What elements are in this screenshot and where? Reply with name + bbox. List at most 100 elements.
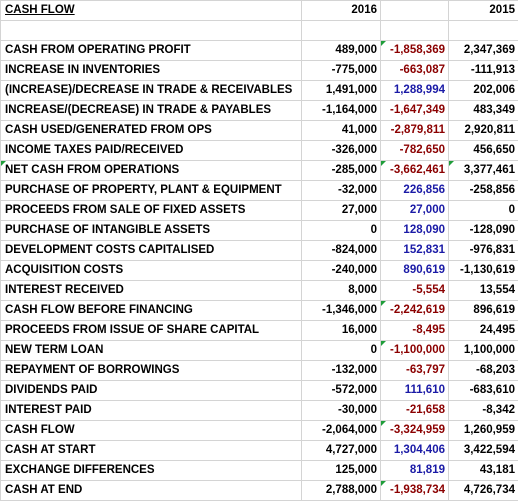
change-cell[interactable]: -2,242,619 (380, 300, 449, 321)
value-2016-cell[interactable]: -1,346,000 (301, 300, 381, 321)
empty-cell[interactable] (0, 20, 302, 41)
value-2015-cell[interactable]: -258,856 (448, 180, 518, 201)
row-label-cell[interactable]: INCREASE/(DECREASE) IN TRADE & PAYABLES (0, 100, 302, 121)
change-cell[interactable]: 81,819 (380, 460, 449, 481)
row-label-cell[interactable]: CASH FLOW BEFORE FINANCING (0, 300, 302, 321)
row-label-cell[interactable]: PROCEEDS FROM SALE OF FIXED ASSETS (0, 200, 302, 221)
change-cell[interactable]: -1,100,000 (380, 340, 449, 361)
row-label-cell[interactable]: DEVELOPMENT COSTS CAPITALISED (0, 240, 302, 261)
change-cell[interactable]: -21,658 (380, 400, 449, 421)
value-2015-cell[interactable]: 896,619 (448, 300, 518, 321)
value-2015-cell[interactable]: -128,090 (448, 220, 518, 241)
change-cell[interactable]: -8,495 (380, 320, 449, 341)
value-2015-cell[interactable]: 24,495 (448, 320, 518, 341)
row-label-cell[interactable]: ACQUISITION COSTS (0, 260, 302, 281)
empty-cell[interactable] (448, 20, 518, 41)
change-cell[interactable]: 1,288,994 (380, 80, 449, 101)
value-2016-cell[interactable]: 8,000 (301, 280, 381, 301)
change-cell[interactable]: 27,000 (380, 200, 449, 221)
change-cell[interactable]: -1,938,734 (380, 480, 449, 501)
value-2016-cell[interactable]: 1,491,000 (301, 80, 381, 101)
value-2016-cell[interactable]: 16,000 (301, 320, 381, 341)
value-2015-cell[interactable]: 13,554 (448, 280, 518, 301)
change-cell[interactable]: 226,856 (380, 180, 449, 201)
column-header-change[interactable] (380, 0, 449, 21)
change-cell[interactable]: -63,797 (380, 360, 449, 381)
value-2016-cell[interactable]: -1,164,000 (301, 100, 381, 121)
row-label-cell[interactable]: CASH FLOW (0, 420, 302, 441)
row-label-cell[interactable]: (INCREASE)/DECREASE IN TRADE & RECEIVABL… (0, 80, 302, 101)
value-2016-cell[interactable]: -32,000 (301, 180, 381, 201)
value-2015-cell[interactable]: 1,100,000 (448, 340, 518, 361)
value-2015-cell[interactable]: 3,422,594 (448, 440, 518, 461)
change-cell[interactable]: -1,647,349 (380, 100, 449, 121)
value-2016-cell[interactable]: 0 (301, 340, 381, 361)
value-2016-cell[interactable]: 2,788,000 (301, 480, 381, 501)
value-2015-cell[interactable]: 0 (448, 200, 518, 221)
row-label-cell[interactable]: INTEREST RECEIVED (0, 280, 302, 301)
row-label-cell[interactable]: NET CASH FROM OPERATIONS (0, 160, 302, 181)
value-2015-cell[interactable]: 2,347,369 (448, 40, 518, 61)
value-2016-cell[interactable]: -132,000 (301, 360, 381, 381)
change-cell[interactable]: -663,087 (380, 60, 449, 81)
row-label-cell[interactable]: REPAYMENT OF BORROWINGS (0, 360, 302, 381)
change-cell[interactable]: -3,662,461 (380, 160, 449, 181)
column-header-2015[interactable]: 2015 (448, 0, 518, 21)
empty-cell[interactable] (301, 20, 381, 41)
value-2016-cell[interactable]: -572,000 (301, 380, 381, 401)
sheet-title[interactable]: CASH FLOW (0, 0, 302, 21)
change-cell[interactable]: 111,610 (380, 380, 449, 401)
value-2015-cell[interactable]: 1,260,959 (448, 420, 518, 441)
row-label-cell[interactable]: NEW TERM LOAN (0, 340, 302, 361)
row-label-cell[interactable]: EXCHANGE DIFFERENCES (0, 460, 302, 481)
value-2016-cell[interactable]: 489,000 (301, 40, 381, 61)
change-cell[interactable]: 152,831 (380, 240, 449, 261)
value-2015-cell[interactable]: -1,130,619 (448, 260, 518, 281)
change-cell[interactable]: -2,879,811 (380, 120, 449, 141)
value-2015-cell[interactable]: -111,913 (448, 60, 518, 81)
value-2015-cell[interactable]: -683,610 (448, 380, 518, 401)
value-2015-cell[interactable]: 3,377,461 (448, 160, 518, 181)
value-2015-cell[interactable]: 43,181 (448, 460, 518, 481)
value-2015-cell[interactable]: 483,349 (448, 100, 518, 121)
value-2015-cell[interactable]: 4,726,734 (448, 480, 518, 501)
row-label-cell[interactable]: DIVIDENDS PAID (0, 380, 302, 401)
change-cell[interactable]: 890,619 (380, 260, 449, 281)
row-label-cell[interactable]: CASH AT END (0, 480, 302, 501)
row-label-cell[interactable]: INCREASE IN INVENTORIES (0, 60, 302, 81)
value-2016-cell[interactable]: 4,727,000 (301, 440, 381, 461)
value-2016-cell[interactable]: -285,000 (301, 160, 381, 181)
change-cell[interactable]: 1,304,406 (380, 440, 449, 461)
value-2016-cell[interactable]: -30,000 (301, 400, 381, 421)
change-cell[interactable]: -782,650 (380, 140, 449, 161)
change-cell[interactable]: -1,858,369 (380, 40, 449, 61)
value-2016-cell[interactable]: -2,064,000 (301, 420, 381, 441)
value-2016-cell[interactable]: 0 (301, 220, 381, 241)
empty-cell[interactable] (380, 20, 449, 41)
row-label-cell[interactable]: INTEREST PAID (0, 400, 302, 421)
row-label-cell[interactable]: PURCHASE OF INTANGIBLE ASSETS (0, 220, 302, 241)
row-label-cell[interactable]: CASH USED/GENERATED FROM OPS (0, 120, 302, 141)
row-label-cell[interactable]: CASH FROM OPERATING PROFIT (0, 40, 302, 61)
value-2016-cell[interactable]: -824,000 (301, 240, 381, 261)
value-2016-cell[interactable]: 41,000 (301, 120, 381, 141)
value-2015-cell[interactable]: -8,342 (448, 400, 518, 421)
row-label-cell[interactable]: PROCEEDS FROM ISSUE OF SHARE CAPITAL (0, 320, 302, 341)
row-label-cell[interactable]: CASH AT START (0, 440, 302, 461)
value-2015-cell[interactable]: -68,203 (448, 360, 518, 381)
value-2016-cell[interactable]: 27,000 (301, 200, 381, 221)
change-cell[interactable]: -5,554 (380, 280, 449, 301)
row-label-cell[interactable]: PURCHASE OF PROPERTY, PLANT & EQUIPMENT (0, 180, 302, 201)
value-2016-cell[interactable]: -775,000 (301, 60, 381, 81)
column-header-2016[interactable]: 2016 (301, 0, 381, 21)
value-2015-cell[interactable]: 2,920,811 (448, 120, 518, 141)
row-label-cell[interactable]: INCOME TAXES PAID/RECEIVED (0, 140, 302, 161)
value-2015-cell[interactable]: 456,650 (448, 140, 518, 161)
value-2016-cell[interactable]: 125,000 (301, 460, 381, 481)
change-cell[interactable]: 128,090 (380, 220, 449, 241)
value-2016-cell[interactable]: -326,000 (301, 140, 381, 161)
value-2016-cell[interactable]: -240,000 (301, 260, 381, 281)
value-2015-cell[interactable]: -976,831 (448, 240, 518, 261)
change-cell[interactable]: -3,324,959 (380, 420, 449, 441)
value-2015-cell[interactable]: 202,006 (448, 80, 518, 101)
